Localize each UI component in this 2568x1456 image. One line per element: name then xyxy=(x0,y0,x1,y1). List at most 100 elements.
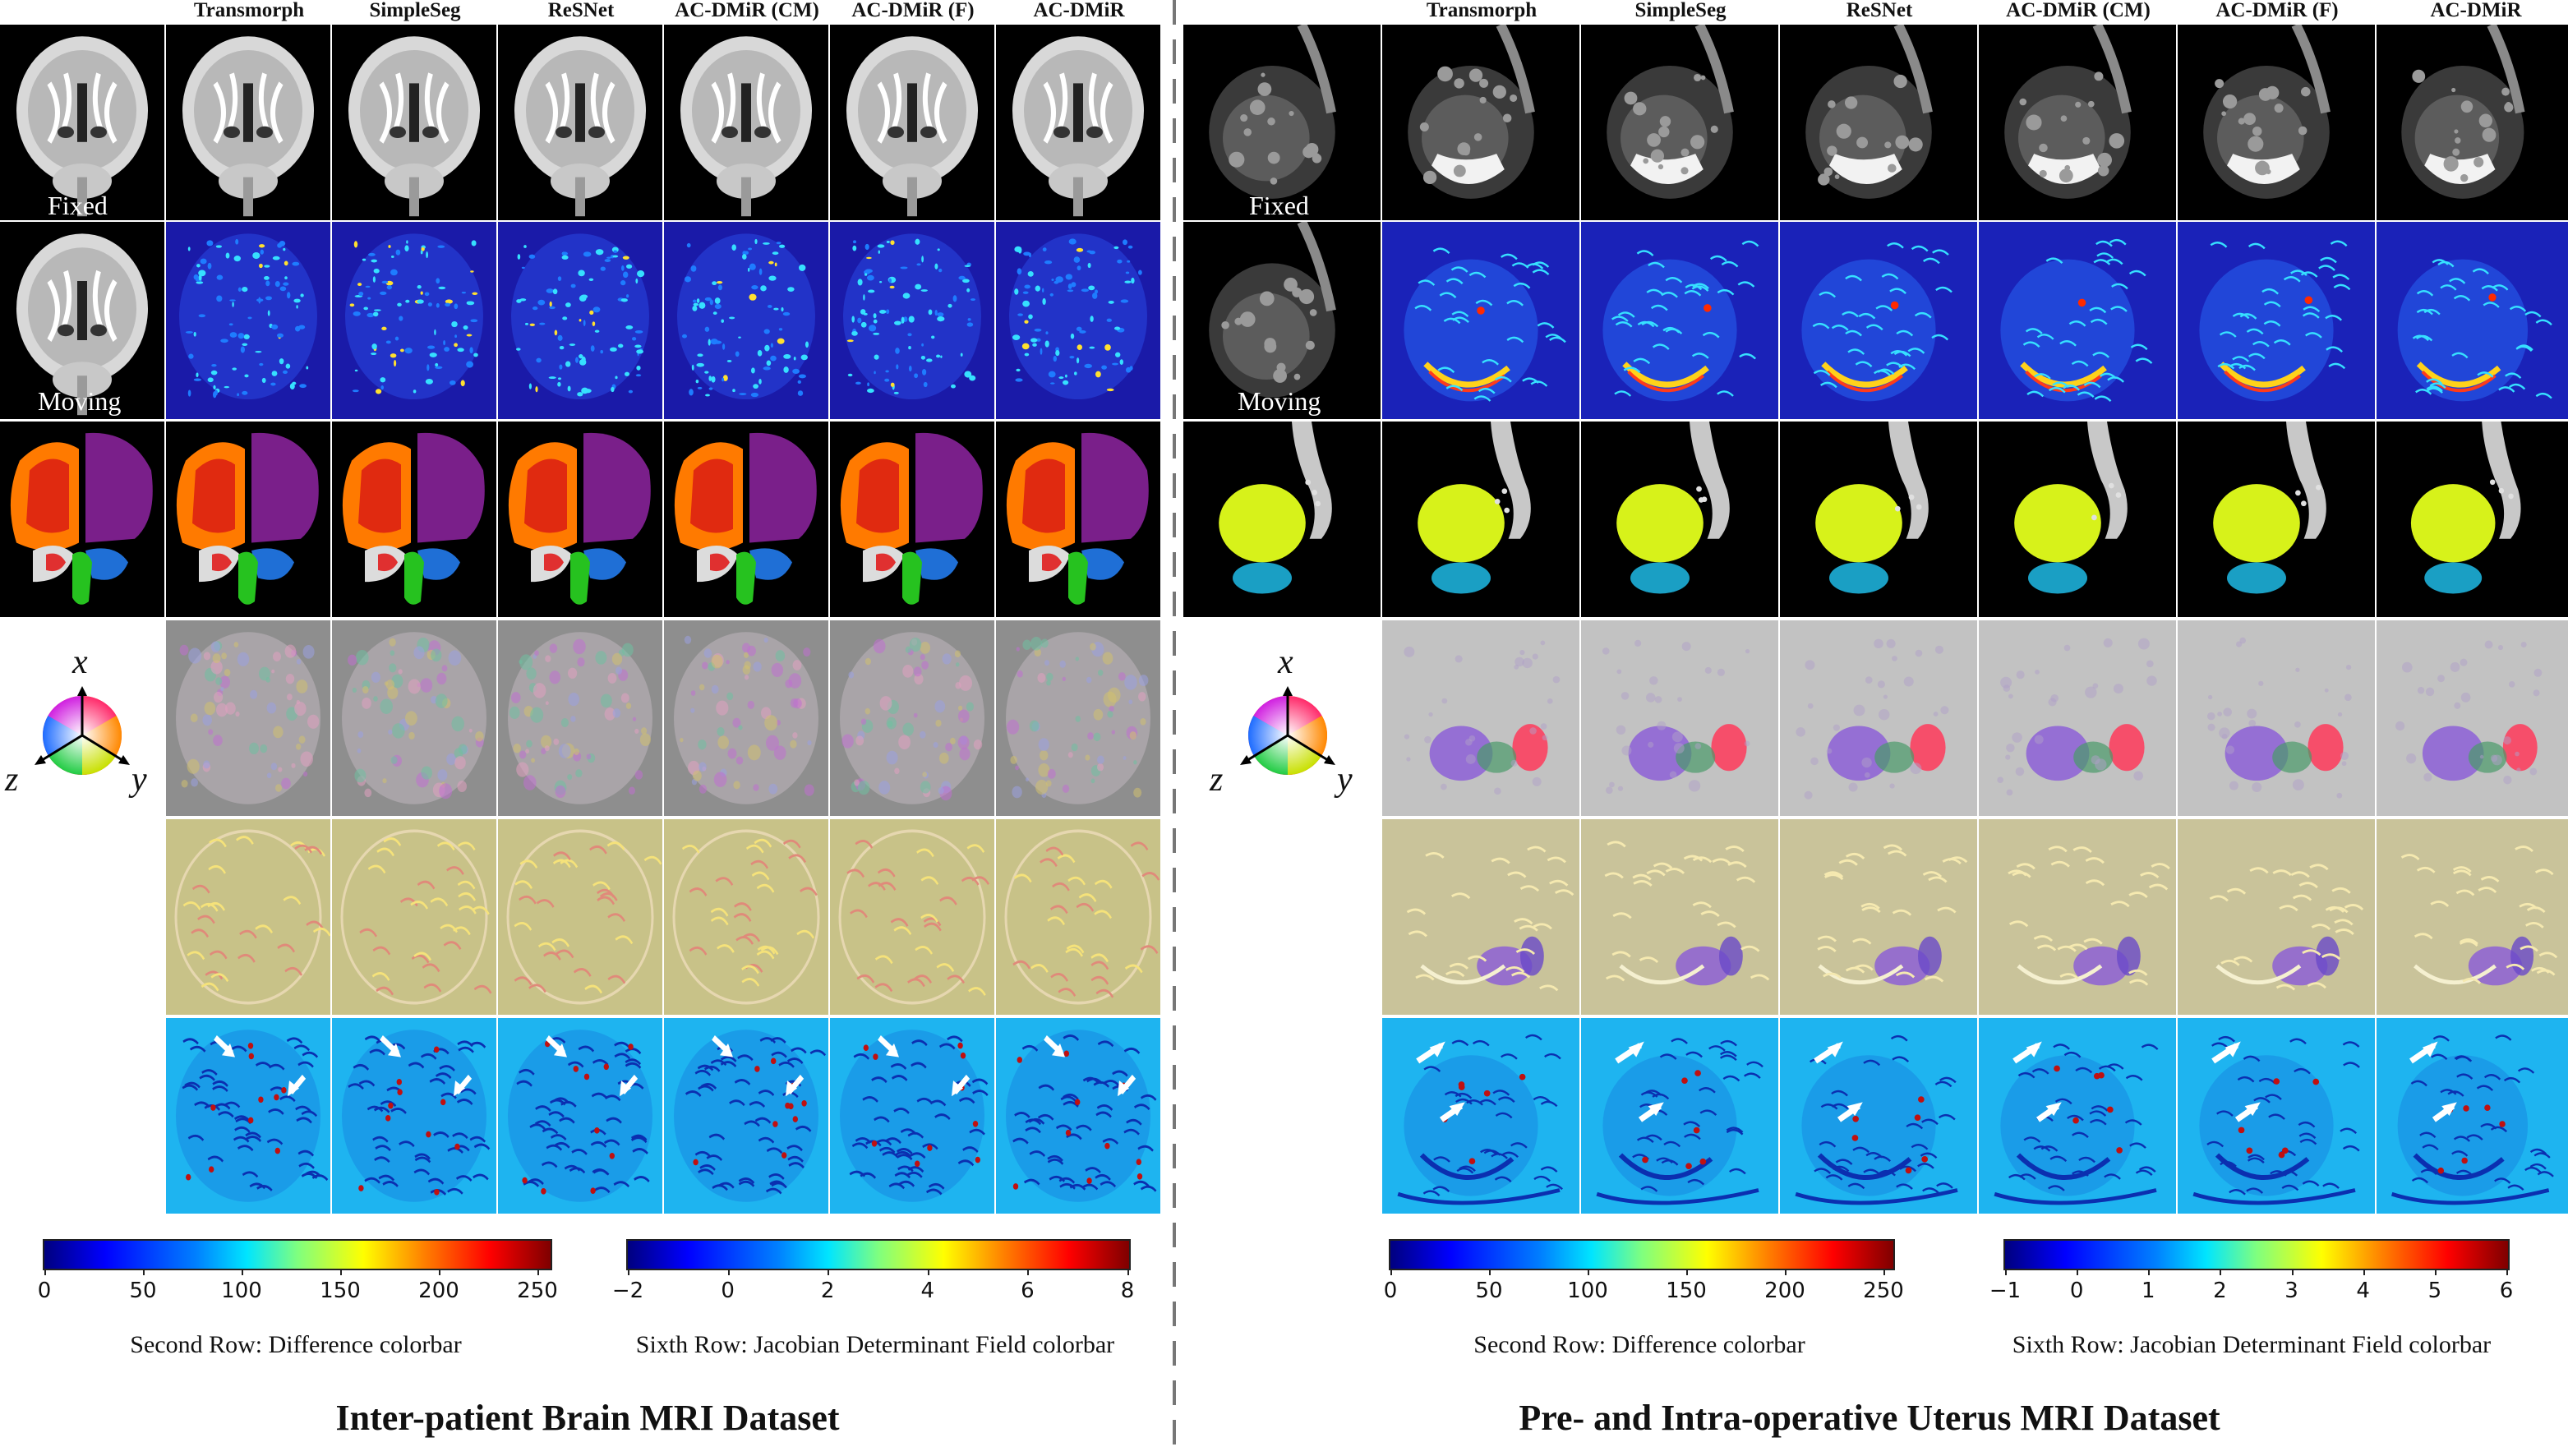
brain-column-header: SimpleSeg xyxy=(369,0,461,21)
brain-difference-tick-mark xyxy=(242,1269,243,1275)
uterus-segmentation xyxy=(2178,422,2375,617)
uterus-warped-image xyxy=(1780,25,1977,220)
uterus-difference-map xyxy=(1780,222,1977,419)
uterus-segmentation xyxy=(1979,422,2176,617)
brain-dataset-title: Inter-patient Brain MRI Dataset xyxy=(335,1398,840,1438)
uterus-deformation-field xyxy=(2178,620,2375,816)
brain-fixed-label: Fixed xyxy=(48,191,108,220)
uterus-column-header: AC-DMiR xyxy=(2430,0,2522,21)
uterus-difference-map xyxy=(2377,222,2568,419)
uterus-jacobian-map xyxy=(2178,1018,2375,1214)
brain-deformation-grid xyxy=(332,819,496,1015)
uterus-warped-image xyxy=(1581,25,1778,220)
uterus-difference-tick-mark xyxy=(1390,1269,1392,1275)
brain-deformation-grid xyxy=(166,819,330,1015)
brain-jacobian-tick-label: 0 xyxy=(721,1279,735,1303)
brain-warped-image xyxy=(830,25,994,220)
brain-deformation-grid xyxy=(830,819,994,1015)
brain-segmentation xyxy=(166,422,330,617)
uterus-axis-z-label: z xyxy=(1210,761,1224,799)
uterus-deformation-grid xyxy=(2377,819,2568,1015)
brain-jacobian-tick-mark xyxy=(927,1269,929,1275)
uterus-column-header: AC-DMiR (F) xyxy=(2215,0,2339,21)
brain-moving-image xyxy=(0,222,164,419)
brain-warped-image xyxy=(664,25,828,220)
brain-color-wheel-icon xyxy=(33,686,131,785)
brain-warped-image xyxy=(498,25,662,220)
brain-jacobian-tick-mark xyxy=(1127,1269,1129,1275)
uterus-deformation-field xyxy=(1581,620,1778,816)
uterus-jacobian-map xyxy=(1581,1018,1778,1214)
brain-segmentation xyxy=(0,422,164,617)
brain-deformation-field xyxy=(166,620,330,816)
uterus-jacobian-map xyxy=(1780,1018,1977,1214)
brain-difference-colorbar xyxy=(43,1239,552,1270)
brain-jacobian-tick-label: 2 xyxy=(820,1279,835,1303)
uterus-difference-tick-label: 200 xyxy=(1764,1279,1805,1303)
brain-difference-tick-label: 200 xyxy=(418,1279,459,1303)
uterus-segmentation xyxy=(1183,422,1381,617)
brain-difference-tick-mark xyxy=(340,1269,342,1275)
uterus-jacobian-tick-label: 4 xyxy=(2356,1279,2370,1303)
brain-jacobian-map xyxy=(332,1018,496,1214)
uterus-jacobian-tick-mark xyxy=(2148,1269,2151,1275)
brain-jacobian-tick-label: 8 xyxy=(1120,1279,1135,1303)
brain-deformation-grid xyxy=(498,819,662,1015)
brain-axis-y-label: y xyxy=(131,761,147,799)
brain-difference-tick-mark xyxy=(143,1269,145,1275)
uterus-color-wheel-icon xyxy=(1238,686,1337,785)
brain-jacobian-map xyxy=(996,1018,1160,1214)
brain-jacobian-colorbar xyxy=(626,1239,1131,1270)
brain-deformation-field xyxy=(996,620,1160,816)
uterus-jacobian-map xyxy=(1979,1018,2176,1214)
brain-deformation-field xyxy=(664,620,828,816)
brain-difference-tick-label: 0 xyxy=(37,1279,52,1303)
uterus-column-header: AC-DMiR (CM) xyxy=(2006,0,2151,21)
brain-jacobian-tick-label: 4 xyxy=(920,1279,935,1303)
brain-warped-image xyxy=(332,25,496,220)
uterus-deformation-grid xyxy=(1581,819,1778,1015)
uterus-difference-map xyxy=(1382,222,1579,419)
brain-jacobian-tick-mark xyxy=(727,1269,730,1275)
brain-jacobian-map xyxy=(664,1018,828,1214)
brain-difference-tick-mark xyxy=(439,1269,440,1275)
uterus-difference-tick-label: 100 xyxy=(1567,1279,1608,1303)
brain-segmentation xyxy=(996,422,1160,617)
uterus-jacobian-tick-label: −1 xyxy=(1989,1279,2022,1303)
uterus-deformation-grid xyxy=(1780,819,1977,1015)
uterus-jacobian-tick-mark xyxy=(2005,1269,2007,1275)
uterus-difference-tick-mark xyxy=(1489,1269,1491,1275)
panel-divider xyxy=(1173,0,1176,1452)
uterus-jacobian-tick-mark xyxy=(2220,1269,2222,1275)
uterus-deformation-grid xyxy=(2178,819,2375,1015)
uterus-difference-map xyxy=(2178,222,2375,419)
uterus-jacobian-tick-mark xyxy=(2434,1269,2437,1275)
brain-deformation-field xyxy=(498,620,662,816)
brain-jacobian-map xyxy=(830,1018,994,1214)
brain-column-header: AC-DMiR (F) xyxy=(851,0,975,21)
uterus-jacobian-tick-mark xyxy=(2077,1269,2079,1275)
brain-difference-tick-label: 100 xyxy=(221,1279,262,1303)
uterus-segmentation xyxy=(2377,422,2568,617)
uterus-jacobian-tick-mark xyxy=(2363,1269,2365,1275)
brain-axis-x-label: x xyxy=(72,643,88,681)
uterus-axis-x-label: x xyxy=(1278,643,1293,681)
brain-difference-map xyxy=(664,222,828,419)
brain-deformation-grid xyxy=(664,819,828,1015)
uterus-difference-tick-mark xyxy=(1588,1269,1589,1275)
uterus-jacobian-colorbar xyxy=(2003,1239,2510,1270)
uterus-deformation-field xyxy=(1780,620,1977,816)
uterus-dataset-title: Pre- and Intra-operative Uterus MRI Data… xyxy=(1519,1398,2220,1438)
uterus-difference-tick-label: 50 xyxy=(1475,1279,1503,1303)
brain-jacobian-map xyxy=(498,1018,662,1214)
brain-fixed-image xyxy=(0,25,164,220)
uterus-difference-tick-mark xyxy=(1785,1269,1787,1275)
uterus-column-header: ReSNet xyxy=(1846,0,1913,21)
brain-difference-tick-mark xyxy=(537,1269,539,1275)
brain-difference-tick-label: 150 xyxy=(320,1279,361,1303)
uterus-jacobian-tick-mark xyxy=(2291,1269,2294,1275)
uterus-jacobian-tick-label: 3 xyxy=(2284,1279,2298,1303)
uterus-jacobian-tick-label: 6 xyxy=(2499,1279,2514,1303)
uterus-jacobian-caption: Sixth Row: Jacobian Determinant Field co… xyxy=(2012,1331,2492,1358)
brain-difference-map xyxy=(332,222,496,419)
